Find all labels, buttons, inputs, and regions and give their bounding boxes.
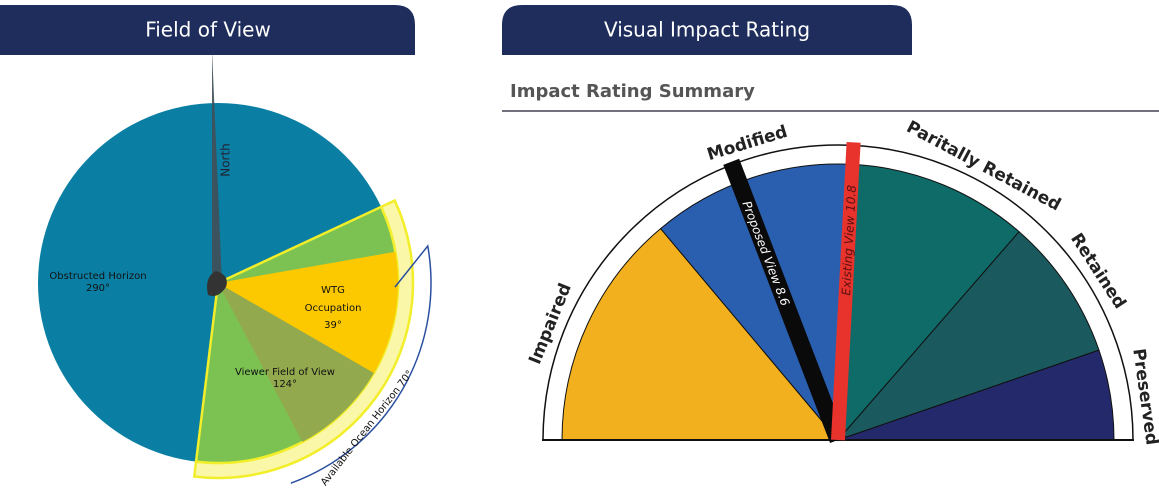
sector-label: Occupation [305, 303, 362, 314]
tab-title: Field of View [145, 18, 271, 42]
needle [723, 158, 846, 444]
north-label: North [219, 143, 233, 177]
needle [831, 142, 861, 441]
sector-label: Obstructed Horizon [49, 271, 146, 282]
sector-angle: 124° [273, 379, 297, 390]
tab [502, 5, 912, 55]
existing-needle: Existing View 10.8 [831, 142, 861, 441]
sector-angle: 290° [86, 283, 110, 294]
tab-title: Visual Impact Rating [604, 18, 810, 42]
rating-segment [836, 230, 1100, 442]
north-needle [212, 50, 222, 283]
sector-label: Viewer Field of View [235, 367, 335, 378]
ocean-bracket [290, 244, 432, 484]
sector-label: WTG [321, 285, 345, 296]
rating-segment [561, 227, 840, 441]
wtg-sector [218, 251, 398, 373]
ocean-sector [218, 283, 377, 442]
section-title: Impact Rating Summary [510, 81, 755, 102]
viewer-icon [207, 271, 227, 296]
needle-label: Existing View 10.8 [839, 184, 859, 296]
tab [0, 5, 415, 55]
rating-segment [837, 164, 1020, 442]
sector-angle: 39° [324, 320, 342, 331]
